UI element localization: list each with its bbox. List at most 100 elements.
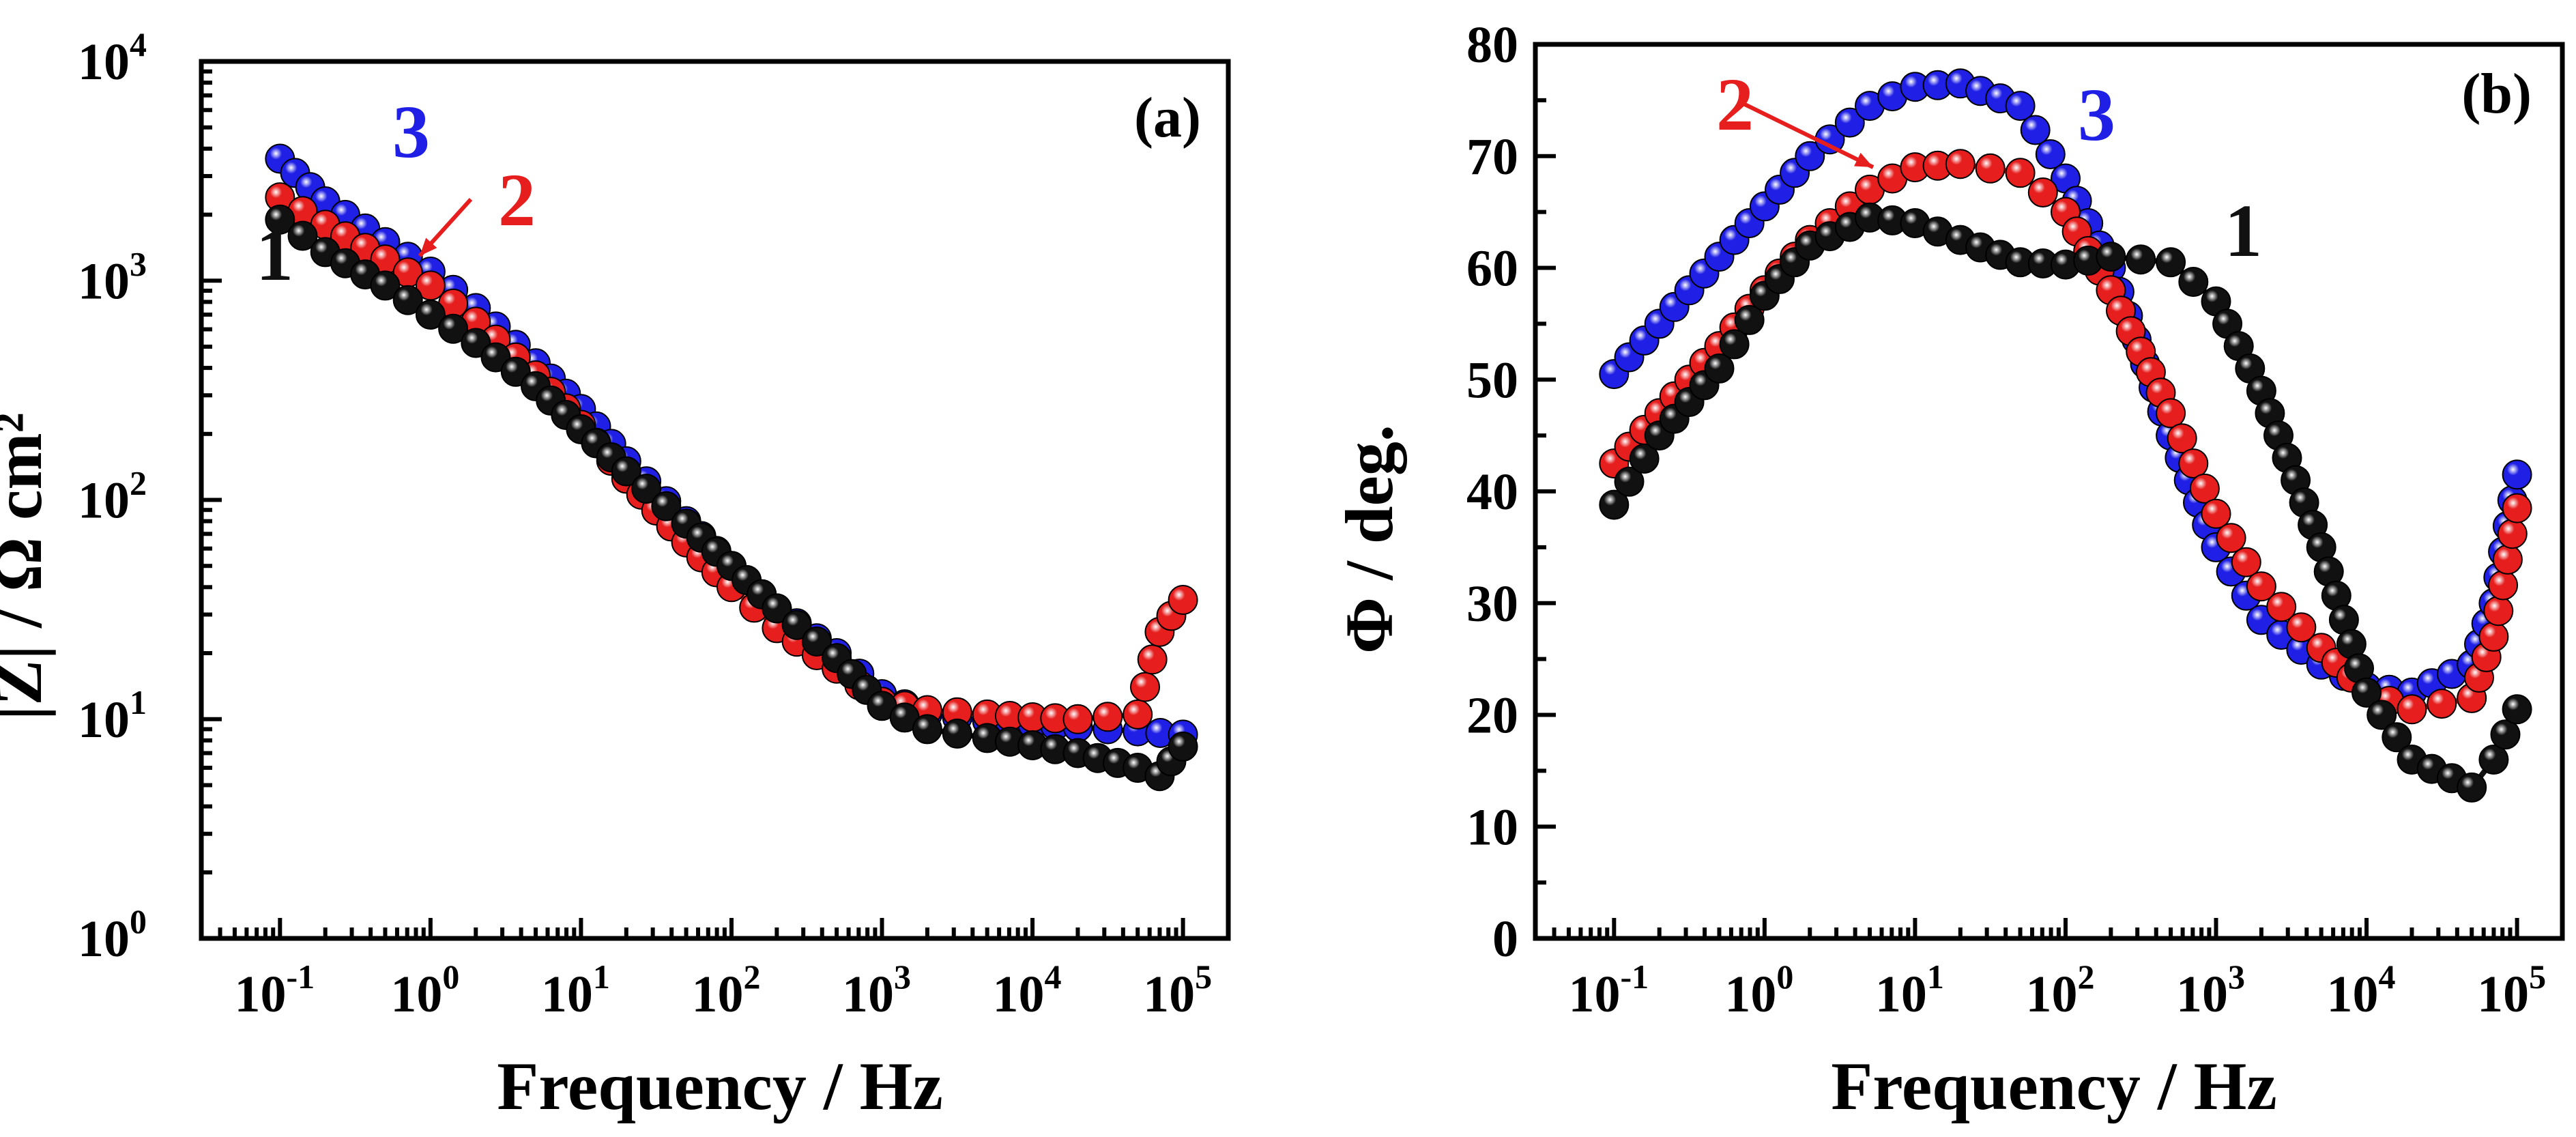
x-axis: 10-1 100 101 102 103 104 105 [199, 918, 1230, 1023]
data-point [1834, 107, 1865, 138]
data-point [2035, 139, 2066, 169]
series-annotation-label: 3 [392, 90, 430, 173]
panel-label: (b) [2461, 62, 2532, 126]
x-axis-label: Frequency / Hz [497, 1048, 943, 1124]
y-tick-label: 20 [1466, 687, 1518, 745]
data-point [2178, 448, 2209, 479]
data-point [1599, 489, 1630, 520]
data-point [2156, 398, 2186, 429]
series-1 [265, 204, 1198, 792]
data-point [1168, 731, 1198, 762]
x-tick-label: 104 [2327, 958, 2396, 1023]
data-point [2490, 719, 2521, 750]
x-tick-label: 100 [1724, 958, 1793, 1023]
data-point [1062, 704, 1093, 734]
data-point [2266, 592, 2297, 622]
data-point [415, 300, 446, 330]
x-tick-label: 101 [541, 958, 610, 1023]
chart-panel-b: Φ / deg. Frequency / Hz (b) 10-1 100 101 10… [1331, 16, 2565, 1124]
data-point [2027, 177, 2058, 207]
data-point [438, 313, 469, 344]
panel-label: (a) [1134, 86, 1201, 149]
data-point [2126, 244, 2156, 275]
series-3 [1599, 68, 2532, 708]
data-point [2457, 772, 2487, 803]
x-axis: 10-1 100 101 102 103 104 105 [1533, 918, 2564, 1023]
data-point [651, 491, 682, 521]
y-axis-label: Φ / deg. [1331, 424, 1407, 654]
x-tick-label: 104 [993, 958, 1062, 1023]
annotation-leader-line [1742, 102, 1875, 169]
data-point [2502, 493, 2532, 523]
data-point [2492, 544, 2523, 575]
x-tick-label: 103 [842, 958, 911, 1023]
data-point [1795, 141, 1825, 171]
series-annotation-label: 1 [2225, 189, 2262, 272]
data-point [392, 285, 423, 315]
data-point [1734, 304, 1765, 335]
chart-panel-a: |Z| / Ω cm² Frequency / Hz (a) 10-1 100 10… [0, 25, 1231, 1124]
data-point [2351, 677, 2382, 708]
plot-frame [199, 59, 1231, 941]
y-axis: 0 10 20 30 40 50 60 70 80 [1466, 16, 1556, 968]
data-point [2478, 745, 2509, 775]
data-point [942, 718, 972, 749]
data-point [1168, 585, 1198, 615]
data-point [2005, 91, 2036, 121]
y-tick-label: 0 [1492, 910, 1518, 968]
series-annotation-label: 1 [256, 213, 293, 296]
series-2 [265, 182, 1198, 734]
data-point [2156, 247, 2186, 278]
data-point [1629, 444, 1660, 474]
data-point [2020, 115, 2051, 145]
data-point [2189, 473, 2220, 504]
data-point [781, 609, 812, 640]
y-tick-label: 102 [78, 464, 147, 530]
x-tick-label: 102 [691, 958, 760, 1023]
data-point [1945, 149, 1976, 179]
data-point [2096, 242, 2126, 272]
data-point [631, 474, 662, 504]
data-point [2246, 571, 2276, 602]
data-point [2167, 423, 2197, 454]
y-tick-label: 104 [78, 25, 147, 91]
data-point [2483, 596, 2514, 627]
data-point [1092, 702, 1123, 732]
data-point [265, 204, 295, 235]
x-tick-label: 101 [1875, 958, 1944, 1023]
y-axis: 100 101 102 103 104 [78, 25, 222, 968]
annotation-arrowhead [1854, 152, 1873, 167]
data-point [2478, 621, 2509, 652]
data-point [2286, 612, 2317, 643]
x-tick-label: 10-1 [234, 958, 315, 1023]
series-annotation-label: 3 [2078, 73, 2115, 156]
data-point [611, 456, 641, 487]
data-point [2005, 158, 2036, 188]
series-annotation-label: 2 [1716, 63, 1754, 146]
data-point [2201, 498, 2231, 529]
data-point [2397, 694, 2427, 725]
data-point [2231, 547, 2261, 577]
plot-frame [1533, 42, 2565, 941]
data-point [2216, 523, 2246, 553]
data-point [287, 220, 318, 251]
y-tick-label: 103 [78, 244, 147, 310]
series-1 [1599, 202, 2532, 803]
series-annotation-label: 2 [498, 158, 536, 242]
x-tick-label: 105 [1143, 958, 1212, 1023]
y-tick-label: 70 [1466, 128, 1518, 186]
annotation-arrowhead [420, 238, 437, 256]
data-point [370, 270, 401, 301]
series-3 [265, 143, 1198, 750]
y-tick-label: 80 [1466, 16, 1518, 74]
y-axis-label: |Z| / Ω cm² [0, 412, 56, 720]
y-tick-label: 40 [1466, 463, 1518, 521]
x-tick-label: 105 [2477, 958, 2546, 1023]
data-point [2178, 267, 2209, 297]
y-tick-label: 30 [1466, 575, 1518, 633]
y-tick-label: 100 [78, 902, 147, 968]
x-tick-label: 102 [2025, 958, 2094, 1023]
data-point [1130, 672, 1160, 702]
data-point [1123, 699, 1153, 730]
